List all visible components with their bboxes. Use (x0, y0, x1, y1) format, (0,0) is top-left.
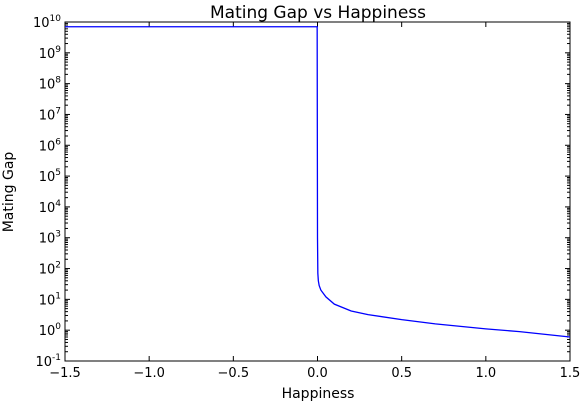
y-tick-label: 100 (39, 322, 62, 339)
y-tick-label: 102 (39, 261, 61, 278)
y-tick-label: 1010 (33, 14, 61, 31)
y-tick-label: 109 (39, 45, 62, 62)
y-tick-exponent: 10 (50, 14, 62, 24)
x-tick-label: 0.5 (391, 366, 412, 381)
y-tick-exponent: 5 (55, 168, 61, 178)
y-tick-label: 107 (39, 106, 61, 123)
y-tick-base: 10 (35, 355, 52, 370)
y-tick-base: 10 (39, 263, 56, 278)
y-tick-exponent: 4 (55, 199, 61, 209)
y-tick-label: 103 (39, 230, 61, 247)
y-tick-exponent: 1 (55, 291, 61, 301)
y-tick-exponent: 0 (55, 322, 61, 332)
y-tick-base: 10 (39, 78, 56, 93)
y-tick-base: 10 (39, 170, 56, 185)
y-tick-base: 10 (39, 293, 56, 308)
y-tick-exponent: 3 (55, 230, 61, 240)
y-tick-exponent: 2 (55, 261, 61, 271)
y-tick-base: 10 (39, 324, 56, 339)
y-tick-label: 10-1 (35, 353, 61, 370)
y-tick-label: 101 (39, 291, 61, 308)
y-tick-exponent: 9 (55, 45, 61, 55)
x-axis-label: Happiness (282, 386, 355, 402)
chart-title: Mating Gap vs Happiness (210, 3, 426, 23)
plot-area: −1.5 −1.0 −0.5 0.0 0.5 1.0 1.510-1100101102103… (33, 14, 580, 381)
series-line (65, 26, 571, 338)
y-tick-exponent: 7 (55, 106, 61, 116)
y-tick-base: 10 (39, 232, 56, 247)
y-tick-base: 10 (39, 139, 56, 154)
y-tick-label: 104 (39, 199, 62, 216)
x-tick-label: −0.5 (218, 366, 250, 381)
y-tick-exponent: 6 (55, 137, 61, 147)
x-tick-label: 0.0 (307, 366, 328, 381)
x-tick-label: −1.5 (49, 366, 81, 381)
y-tick-label: 106 (39, 137, 62, 154)
y-tick-base: 10 (39, 108, 56, 123)
y-tick-exponent: -1 (52, 353, 61, 363)
y-axis-label: Mating Gap (1, 152, 17, 233)
y-tick-base: 10 (39, 201, 56, 216)
y-tick-label: 105 (39, 168, 61, 185)
x-tick-label: −1.0 (133, 366, 165, 381)
y-tick-base: 10 (33, 16, 50, 31)
x-tick-label: 1.5 (560, 366, 580, 381)
y-tick-exponent: 8 (55, 76, 61, 86)
x-tick-label: 1.0 (475, 366, 496, 381)
y-tick-base: 10 (39, 47, 56, 62)
y-tick-label: 108 (39, 76, 62, 93)
